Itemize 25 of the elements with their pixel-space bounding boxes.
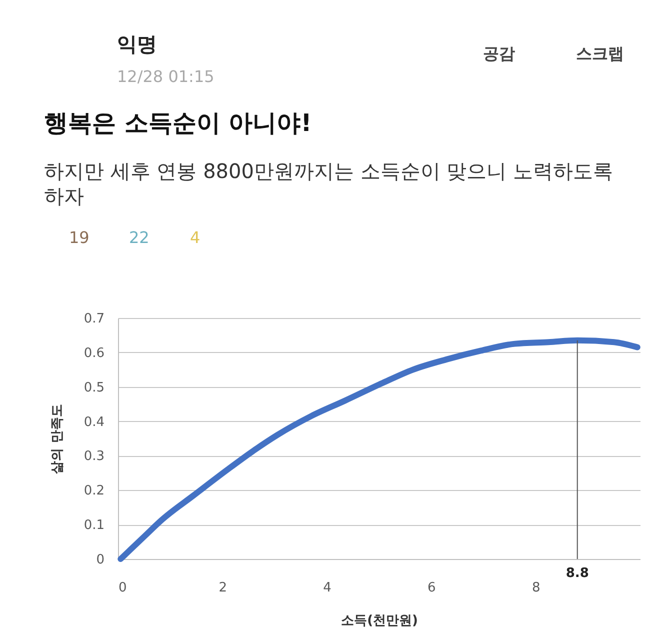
text: 익명 <box>117 32 157 56</box>
chart-subtitle: 하지만 세후 연봉 8800만원까지는 소득순이 맞으니 노력하도록 하자 <box>44 159 614 208</box>
y-tick-label: 0.4 <box>84 414 104 430</box>
x-tick-label: 0 <box>118 580 127 596</box>
y-tick-label: 0.1 <box>84 518 104 534</box>
text: 공감 <box>483 44 515 63</box>
x-axis-title: 소득(천만원) <box>341 614 418 628</box>
text: 스크랩 <box>576 44 624 63</box>
y-tick-label: 0.3 <box>84 449 104 464</box>
y-tick-label: 0.7 <box>84 312 104 326</box>
x-tick-label: 4 <box>323 580 332 596</box>
text: 22 <box>129 228 150 247</box>
text: 12/28 01:15 <box>117 67 214 86</box>
x-tick-label: 2 <box>218 580 228 596</box>
y-tick-label: 0.5 <box>84 380 104 396</box>
y-tick-label: 0.6 <box>84 346 104 361</box>
x-tick-label: 6 <box>428 580 436 596</box>
y-tick-label: 0.2 <box>84 484 104 499</box>
text: 4 <box>190 228 200 247</box>
y-tick-label: 0 <box>96 552 104 568</box>
text: 19 <box>69 228 90 247</box>
ref-line-label: 8.8 <box>566 566 589 581</box>
chart-title: 행복은 소득순이 아니야! <box>44 109 312 137</box>
y-axis-title: 삶의 만족도 <box>50 404 65 474</box>
x-tick-label: 8 <box>532 580 540 596</box>
